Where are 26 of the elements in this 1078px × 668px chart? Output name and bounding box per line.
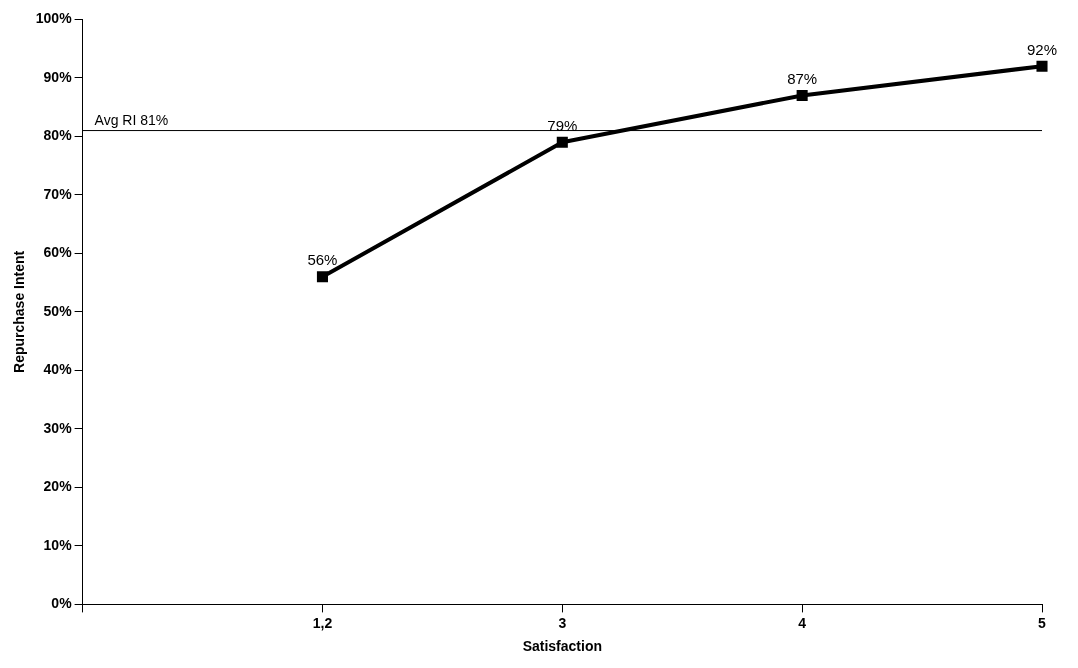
y-axis-title: Repurchase Intent (11, 250, 28, 373)
y-tick-label: 0% (51, 595, 73, 612)
y-tick-label: 50% (43, 302, 73, 319)
y-tick-label: 60% (43, 244, 73, 261)
y-tick-label: 100% (35, 10, 73, 27)
data-label: 92% (1026, 40, 1058, 58)
point (796, 89, 808, 101)
y-tick-label: 20% (43, 478, 73, 495)
data-label: 87% (787, 70, 818, 88)
y-tick-label: 30% (43, 419, 73, 436)
point (1036, 60, 1048, 72)
y-tick-label: 90% (43, 68, 73, 85)
y-tick-label: 40% (43, 361, 73, 378)
x-tick-label: 3 (558, 614, 567, 631)
data-label: 56% (307, 251, 338, 269)
y-tick-label: 10% (43, 536, 73, 553)
point (316, 271, 328, 283)
data-label: 79% (547, 116, 578, 134)
x-tick-label: 5 (1038, 614, 1047, 631)
x-axis-title: Satisfaction (522, 638, 602, 655)
point (556, 136, 568, 148)
x-tick-label: 4 (798, 614, 807, 631)
y-tick-label: 70% (43, 185, 73, 202)
ref-line-label: Avg RI 81% (94, 112, 169, 129)
y-tick-label: 80% (43, 127, 73, 144)
x-tick-label: 1,2 (312, 614, 333, 631)
